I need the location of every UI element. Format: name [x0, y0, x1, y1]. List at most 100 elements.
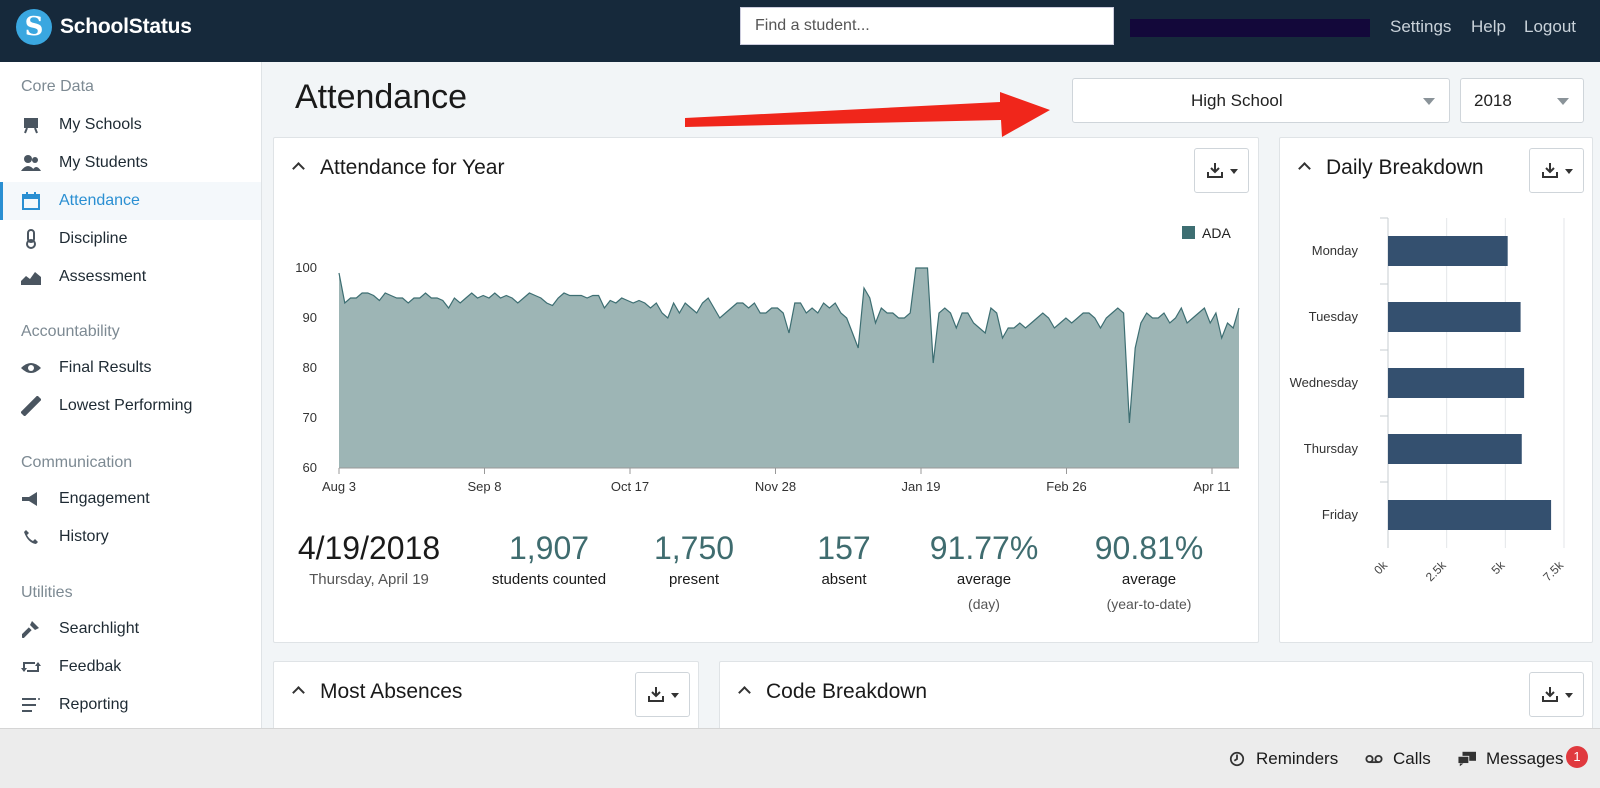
sidebar-item-reporting[interactable]: Reporting [0, 686, 261, 724]
y-tick-label: 60 [303, 460, 317, 475]
chat-bubbles-icon [1458, 751, 1476, 767]
y-tick-label: 70 [303, 410, 317, 425]
calendar-icon [21, 191, 41, 211]
sidebar-item-feedbak[interactable]: Feedbak [0, 648, 261, 686]
bar-monday [1388, 236, 1508, 266]
download-button[interactable] [1194, 148, 1249, 193]
download-icon [1542, 687, 1558, 702]
page-title: Attendance [295, 78, 468, 116]
eye-icon [21, 358, 41, 378]
y-tick-label: Wednesday [1290, 375, 1359, 390]
settings-link[interactable]: Settings [1390, 17, 1452, 36]
x-tick-label: 7.5k [1540, 558, 1567, 585]
sidebar-item-attendance[interactable]: Attendance [0, 182, 261, 220]
sidebar-item-label: Searchlight [59, 620, 140, 637]
y-tick-label: Thursday [1304, 441, 1359, 456]
y-tick-label: 80 [303, 360, 317, 375]
logout-link[interactable]: Logout [1524, 17, 1576, 36]
sidebar-item-label: Attendance [59, 192, 140, 209]
sidebar-item-searchlight[interactable]: Searchlight [0, 610, 261, 648]
annotation-arrow [685, 92, 1050, 137]
stat-students-counted-value: 1,907 [508, 530, 590, 566]
y-tick-label: 100 [295, 260, 317, 275]
sidebar-item-label: My Students [59, 154, 148, 171]
ada-area-chart: 60 70 80 90 100 Aug 3 Sep 8 Oct 17 Nov 28 Jan 19 F… [295, 225, 1240, 494]
legend-swatch [1182, 226, 1195, 239]
app-logo[interactable]: SchoolStatus [16, 9, 192, 45]
y-tick-label: Monday [1312, 243, 1359, 258]
help-link[interactable]: Help [1471, 17, 1506, 36]
x-tick-label: Nov 28 [755, 479, 796, 494]
calls-button[interactable]: Calls [1365, 749, 1431, 769]
app-name: SchoolStatus [60, 15, 192, 38]
card-title: Attendance for Year [320, 156, 505, 179]
sidebar-item-assessment[interactable]: Assessment [0, 258, 261, 296]
sidebar-item-final-results[interactable]: Final Results [0, 349, 261, 387]
stat-absent: 157 absent [794, 530, 894, 588]
caret-down-icon [671, 693, 679, 698]
stat-absent-value: 157 [817, 530, 871, 566]
chevron-up-icon[interactable] [292, 684, 306, 698]
messages-count-badge: 1 [1566, 746, 1588, 768]
flashlight-icon [21, 619, 41, 639]
sidebar-item-my-schools[interactable]: My Schools [0, 106, 261, 144]
bar-friday [1388, 500, 1552, 530]
sidebar-item-label: Lowest Performing [59, 397, 193, 414]
student-search-input[interactable] [740, 7, 1114, 45]
chevron-up-icon[interactable] [738, 684, 752, 698]
users-icon [21, 153, 41, 173]
sidebar-item-engagement[interactable]: Engagement [0, 480, 261, 518]
stat-average-ytd-label: average [1121, 571, 1177, 588]
chevron-up-icon[interactable] [1298, 160, 1312, 174]
sidebar-item-label: My Schools [59, 116, 142, 133]
stat-average-ytd: 90.81% average (year-to-date) [1074, 530, 1224, 612]
messages-button[interactable]: Messages [1458, 749, 1563, 769]
download-icon [648, 687, 664, 702]
daily-breakdown-bar-chart: 0k 2.5k 5k 7.5k Monday Tuesday Wednesday Thursd… [1290, 217, 1567, 585]
stat-present: 1,750 present [644, 530, 744, 588]
code-breakdown-card: Code Breakdown [719, 661, 1593, 741]
chevron-up-icon[interactable] [292, 160, 306, 174]
easel-icon [21, 115, 41, 135]
sidebar-item-label: History [59, 528, 109, 545]
x-tick-label: 5k [1489, 558, 1509, 578]
year-select[interactable]: 2018 [1460, 78, 1584, 123]
x-tick-label: Apr 11 [1193, 479, 1230, 494]
stat-present-value: 1,750 [653, 530, 735, 566]
thermometer-icon [21, 229, 41, 249]
x-tick-label: Aug 3 [322, 479, 356, 494]
download-button[interactable] [1529, 148, 1584, 193]
download-button[interactable] [1529, 672, 1584, 717]
y-tick-label: Tuesday [1309, 309, 1359, 324]
download-icon [1207, 163, 1223, 178]
chevron-down-icon [1557, 98, 1569, 105]
area-chart-icon [21, 267, 41, 287]
sidebar-item-label: Engagement [59, 490, 150, 507]
ada-area-fill [339, 268, 1239, 468]
download-button[interactable] [635, 672, 690, 717]
phone-icon [21, 527, 41, 547]
sidebar-item-label: Discipline [59, 230, 128, 247]
sidebar-item-label: Feedbak [59, 658, 122, 675]
sidebar-section-communication: Communication [21, 454, 133, 471]
reminders-button[interactable]: Reminders [1228, 749, 1338, 769]
stat-students-counted-label: students counted [491, 571, 607, 588]
sidebar-section-core-data: Core Data [21, 78, 94, 95]
year-select-value: 2018 [1474, 90, 1512, 110]
card-title: Most Absences [320, 680, 463, 703]
x-tick-label: Feb 26 [1046, 479, 1086, 494]
stat-absent-label: absent [821, 571, 867, 588]
stat-average-ytd-value: 90.81% [1094, 530, 1204, 566]
sidebar-item-my-students[interactable]: My Students [0, 144, 261, 182]
sidebar-item-label: Final Results [59, 359, 152, 376]
ada-series-line [338, 267, 1240, 424]
school-select[interactable]: High School [1072, 78, 1450, 123]
sidebar-item-lowest-performing[interactable]: Lowest Performing [0, 387, 261, 425]
x-tick-label: Jan 19 [901, 479, 940, 494]
bar-thursday [1388, 434, 1522, 464]
sidebar-section-accountability: Accountability [21, 323, 120, 340]
sidebar-item-discipline[interactable]: Discipline [0, 220, 261, 258]
sidebar-item-history[interactable]: History [0, 518, 261, 556]
stat-average-day-sub: (day) [968, 596, 1000, 612]
stat-date-value: 4/19/2018 [297, 530, 441, 566]
